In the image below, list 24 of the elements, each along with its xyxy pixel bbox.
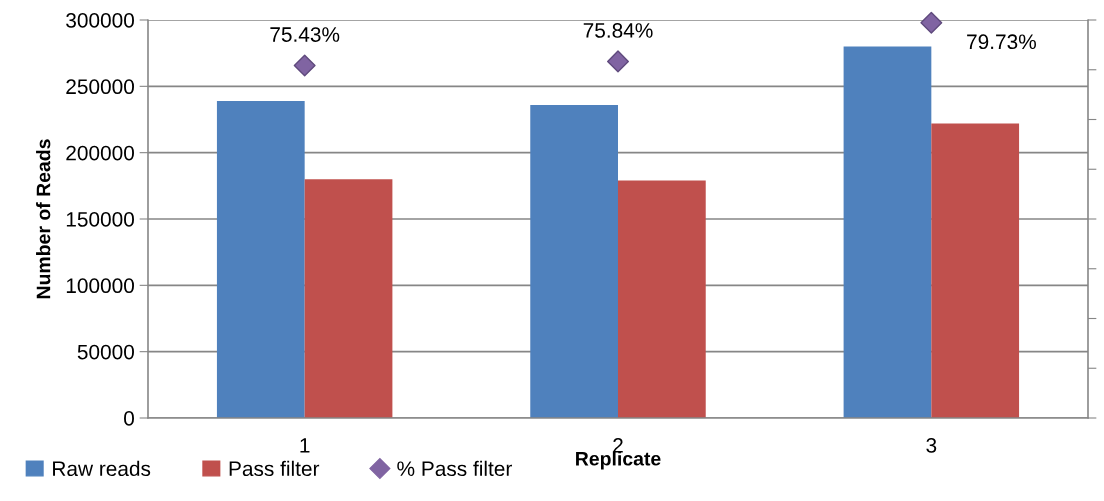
y-tick-label: 150000 xyxy=(66,212,134,227)
x-tick-label: 1 xyxy=(300,438,310,453)
data-label: 75.43% xyxy=(270,27,340,42)
data-label: 79.73% xyxy=(967,34,1036,50)
y-tick-label: 50000 xyxy=(77,344,134,360)
y-tick-label: 100000 xyxy=(66,278,134,294)
bar xyxy=(216,100,305,418)
bar xyxy=(843,46,932,418)
bar xyxy=(304,179,393,418)
bar xyxy=(530,104,618,418)
y-tick-label: 250000 xyxy=(66,79,134,95)
x-tick-label: 2 xyxy=(613,437,623,453)
bar xyxy=(618,180,706,418)
y-tick-label: 300000 xyxy=(66,13,134,28)
y-tick-label: 0 xyxy=(124,411,134,426)
legend-label: Pass filter xyxy=(229,460,320,477)
legend-label: Raw reads xyxy=(53,460,151,477)
x-tick-label: 3 xyxy=(926,437,937,453)
bar xyxy=(931,123,1020,418)
legend-label: % Pass filter xyxy=(397,460,512,477)
x-axis-title: Replicate xyxy=(576,451,661,470)
y-axis-title: Number of Reads xyxy=(36,139,51,299)
data-label: 75.84% xyxy=(583,23,653,38)
y-tick-label: 200000 xyxy=(66,145,134,161)
